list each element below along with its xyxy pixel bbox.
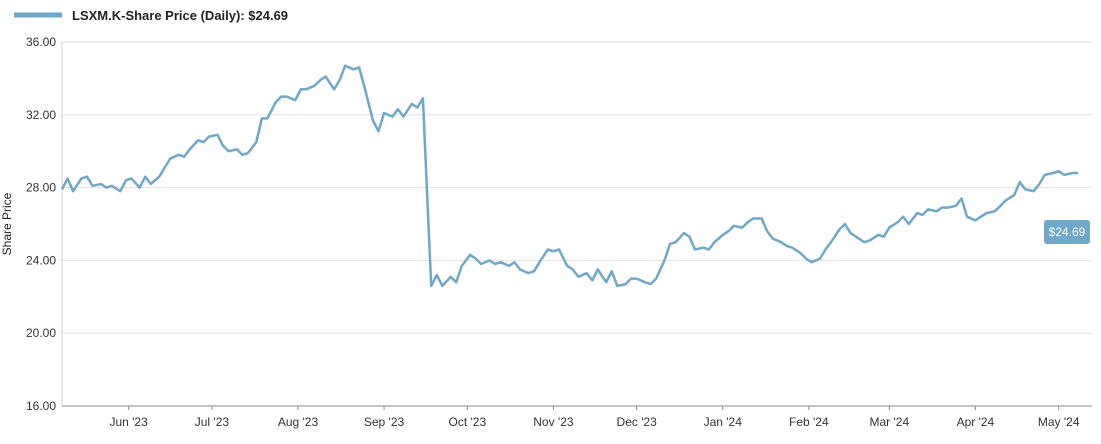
y-tick-label: 20.00	[26, 326, 56, 340]
last-price-callout: $24.69	[1044, 220, 1090, 244]
y-tick-label: 32.00	[26, 108, 56, 122]
x-tick-label: Jun '23	[109, 415, 148, 429]
callout-value: $24.69	[1049, 225, 1086, 239]
legend-label: LSXM.K-Share Price (Daily): $24.69	[72, 8, 288, 23]
x-tick-label: Jan '24	[704, 415, 743, 429]
y-axis-title: Share Price	[0, 192, 14, 255]
x-tick-label: May '24	[1038, 415, 1080, 429]
y-tick-label: 16.00	[26, 399, 56, 413]
y-tick-label: 24.00	[26, 253, 56, 267]
y-tick-label: 28.00	[26, 181, 56, 195]
legend: LSXM.K-Share Price (Daily): $24.69	[14, 8, 288, 23]
grid	[61, 41, 1092, 407]
y-axis-ticks: 16.00 20.00 24.00 28.00 32.00 36.00	[26, 35, 56, 413]
x-tick-label: Jul '23	[195, 415, 230, 429]
x-tick-label: Sep '23	[364, 415, 405, 429]
x-tick-label: Apr '24	[957, 415, 995, 429]
x-tick-label: Aug '23	[278, 415, 319, 429]
x-axis-ticks: Jun '23 Jul '23 Aug '23 Sep '23 Oct '23 Nov '…	[109, 406, 1080, 429]
series-line-lsxm-k-share-price	[60, 64, 1079, 288]
x-tick-label: Nov '23	[533, 415, 574, 429]
x-tick-label: Mar '24	[870, 415, 910, 429]
x-tick-label: Dec '23	[617, 415, 658, 429]
x-tick-label: Feb '24	[789, 415, 829, 429]
callout-box	[1044, 220, 1090, 244]
x-tick-label: Oct '23	[449, 415, 487, 429]
y-tick-label: 36.00	[26, 35, 56, 49]
